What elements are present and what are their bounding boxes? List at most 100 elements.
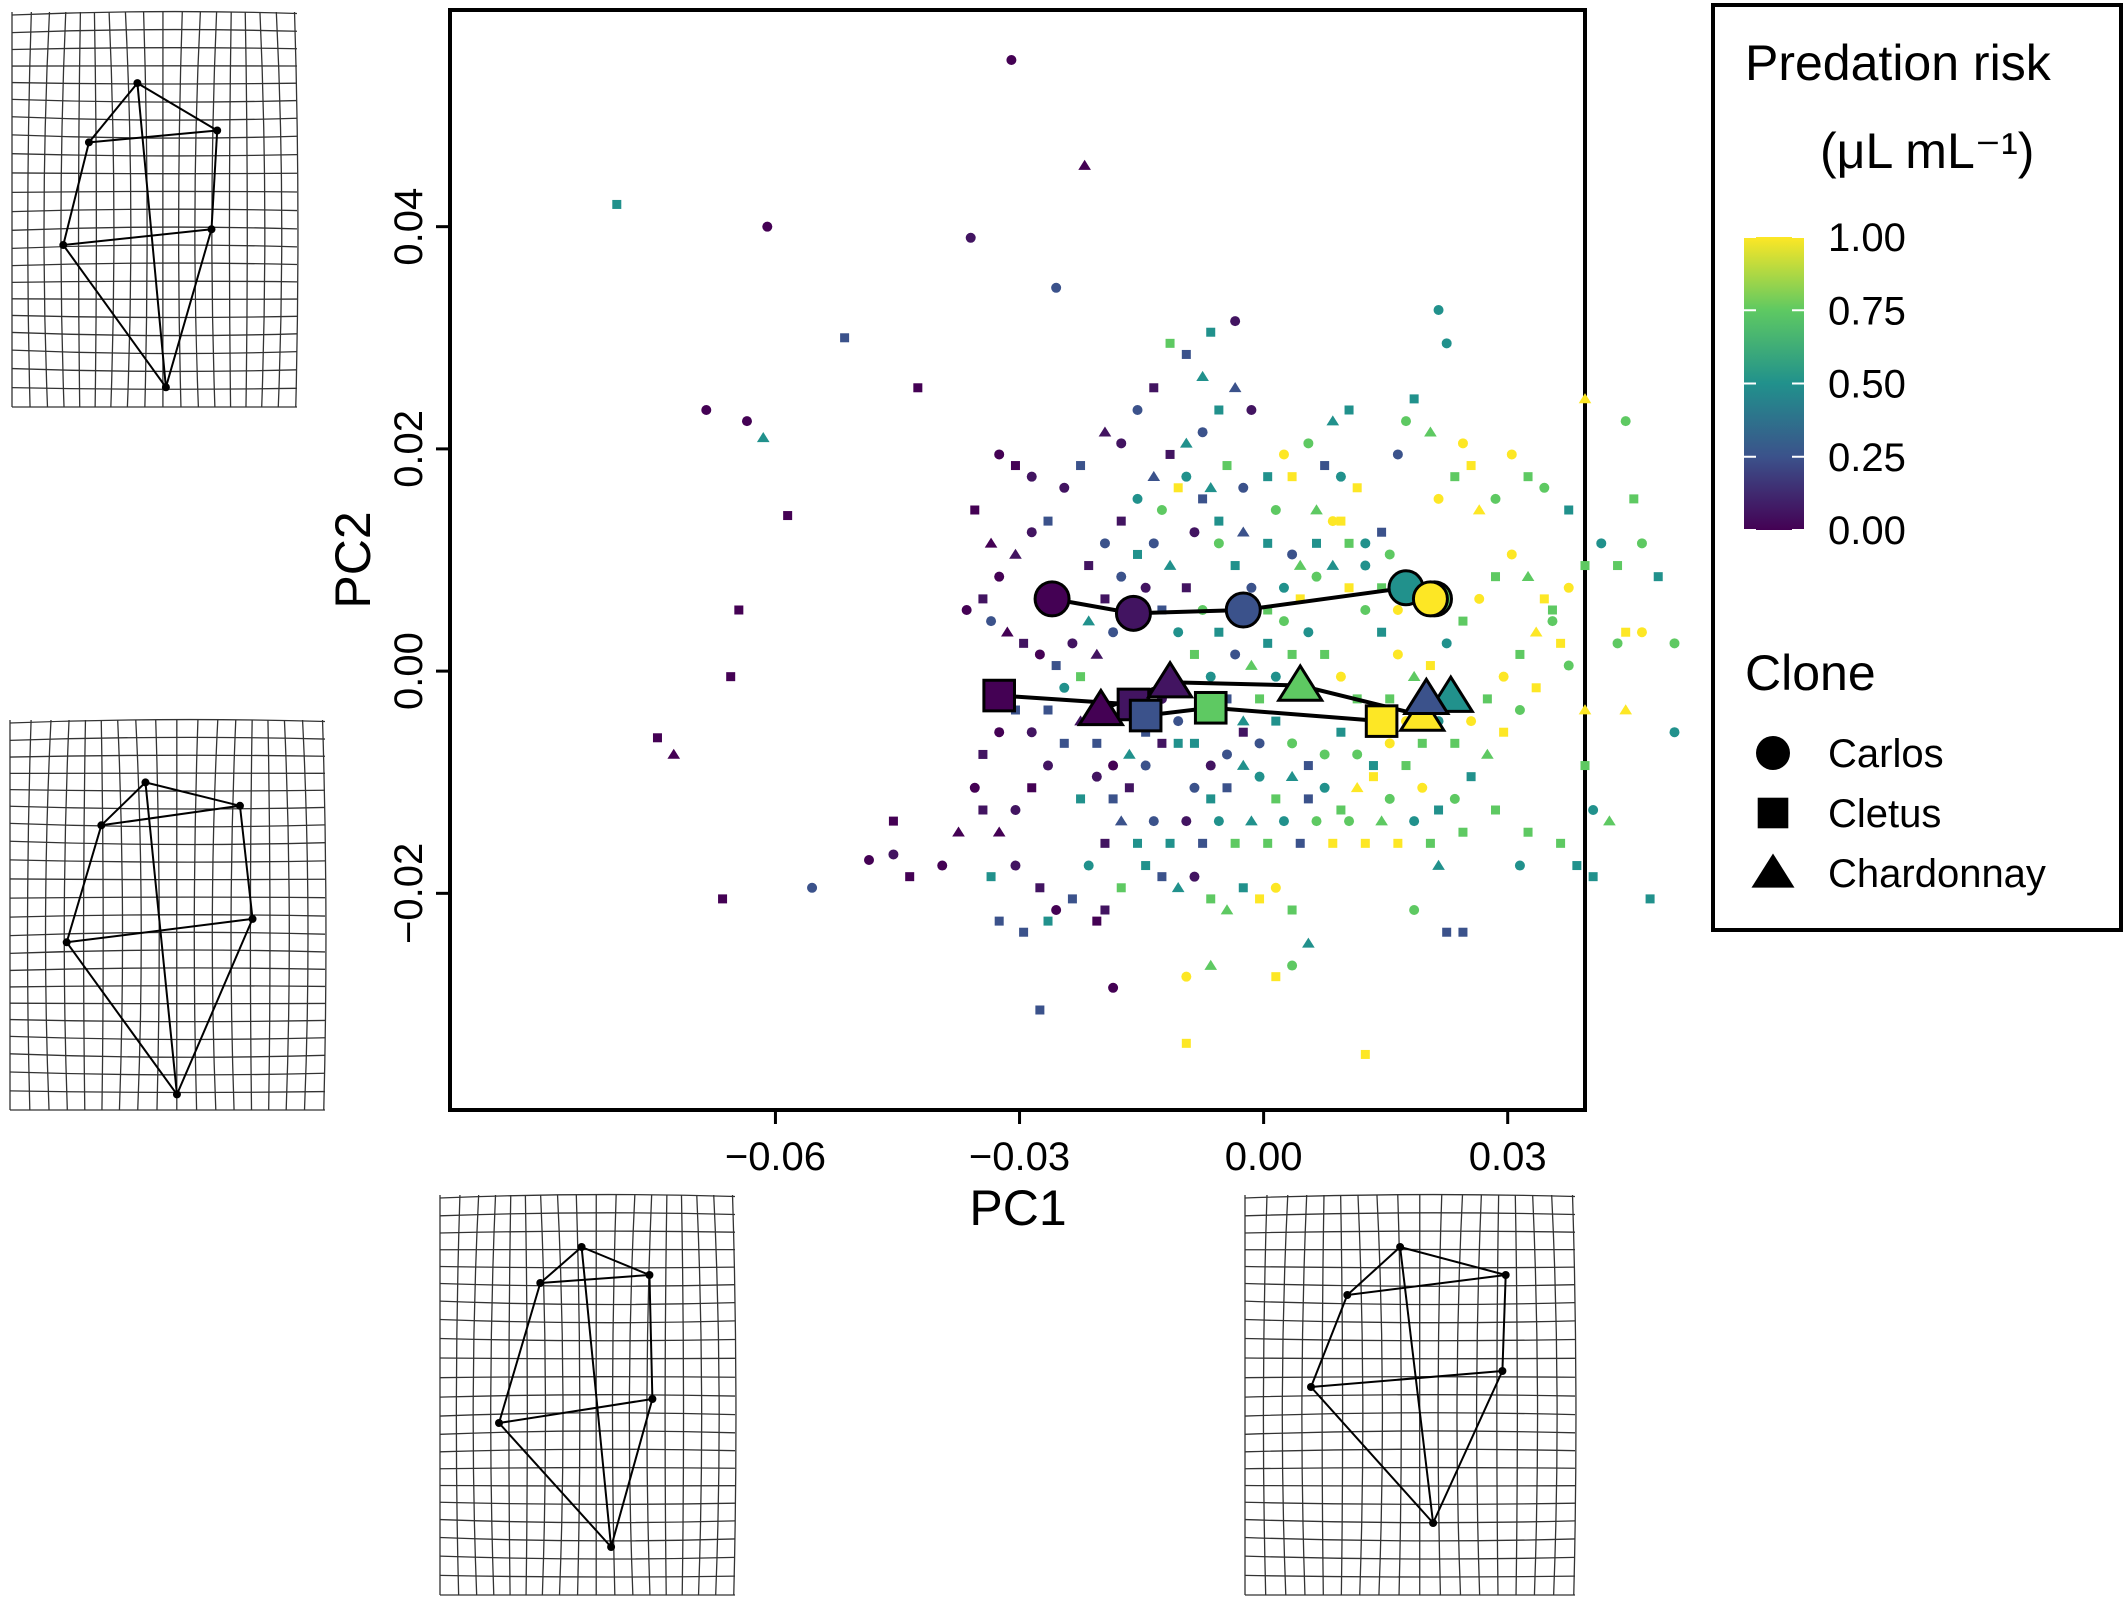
data-point	[1327, 516, 1338, 527]
data-point	[1206, 894, 1216, 904]
data-point	[1043, 516, 1053, 526]
data-point	[1043, 760, 1054, 771]
data-point	[1026, 727, 1037, 738]
data-point	[1523, 472, 1533, 482]
data-point	[1236, 759, 1250, 770]
landmark-point	[141, 778, 150, 787]
grid-line	[1244, 1193, 1576, 1199]
mean-point-cletus	[1193, 690, 1228, 725]
data-point	[994, 571, 1005, 582]
data-point	[1539, 594, 1549, 604]
data-point	[1588, 872, 1598, 882]
landmark-link	[136, 82, 218, 132]
grid-line	[439, 1265, 736, 1269]
data-point	[1521, 570, 1535, 581]
data-point	[1090, 648, 1104, 659]
grid-line	[11, 28, 298, 34]
grid-line	[713, 1194, 720, 1596]
landmark-point	[607, 1543, 616, 1551]
data-point	[1246, 582, 1257, 593]
data-point	[1189, 738, 1199, 748]
data-point	[1263, 638, 1273, 648]
data-point	[1254, 771, 1265, 782]
data-point	[1392, 649, 1403, 660]
landmark-point	[577, 1243, 586, 1251]
data-point	[1375, 815, 1388, 826]
landmark-point	[645, 1271, 654, 1279]
data-point	[1116, 438, 1127, 449]
grid-line	[9, 754, 326, 758]
landmark-link	[610, 1398, 654, 1548]
grid-line	[11, 244, 298, 249]
data-point	[1303, 438, 1314, 449]
grid-line	[1244, 1212, 1576, 1217]
grid-line	[9, 789, 326, 792]
data-point	[1236, 526, 1250, 537]
data-point	[1377, 583, 1387, 593]
data-point	[1287, 649, 1297, 659]
data-point	[978, 805, 988, 815]
grid-line	[1244, 1430, 1576, 1435]
data-point	[1206, 794, 1216, 804]
data-point	[807, 882, 818, 893]
x-tick-label: −0.06	[725, 1135, 826, 1179]
data-point	[1132, 493, 1143, 504]
data-point	[1441, 338, 1452, 349]
data-point	[1019, 927, 1029, 937]
grid-line	[11, 153, 298, 157]
data-point	[1409, 816, 1420, 827]
grid-line	[9, 736, 326, 742]
data-point	[1401, 761, 1411, 771]
grid-line	[439, 1212, 736, 1217]
data-point	[1563, 582, 1574, 593]
data-point	[994, 449, 1005, 460]
data-point	[1588, 805, 1599, 815]
grid-line	[439, 1230, 736, 1234]
grid-line	[9, 859, 326, 863]
data-point	[1474, 593, 1485, 604]
colorbar-tick-label: 0.00	[1828, 509, 1906, 553]
data-point	[741, 416, 752, 427]
data-point	[1205, 760, 1216, 771]
landmark-link	[210, 130, 219, 230]
data-point	[1458, 927, 1468, 937]
grid-line	[1244, 1555, 1576, 1560]
data-point	[840, 333, 850, 343]
data-point	[1035, 883, 1045, 893]
mean-point-chardonnay	[1276, 663, 1325, 702]
data-point	[1320, 461, 1330, 471]
y-tick-label: 0.02	[387, 410, 431, 488]
data-point	[1181, 971, 1192, 982]
data-point	[1490, 493, 1501, 504]
data-point	[1303, 761, 1313, 771]
landmark-link	[1347, 1274, 1506, 1296]
grid-line	[1244, 1412, 1576, 1417]
grid-line	[301, 719, 309, 1111]
data-point	[1401, 416, 1412, 427]
data-point	[1098, 426, 1112, 437]
data-point	[1270, 671, 1281, 682]
data-point	[1572, 861, 1582, 871]
grid-line	[1244, 1574, 1576, 1578]
data-point	[1384, 738, 1395, 749]
data-point	[1368, 761, 1378, 771]
legend-key-chardonnay	[1751, 853, 1795, 888]
data-point	[1393, 838, 1403, 848]
data-point	[1043, 916, 1053, 926]
data-point	[1173, 627, 1184, 638]
grid-line	[439, 1282, 736, 1287]
data-point	[1213, 538, 1224, 549]
grid-line	[1301, 1194, 1308, 1596]
data-point	[1653, 572, 1663, 582]
data-point	[1360, 1049, 1370, 1059]
data-point	[1059, 682, 1070, 693]
data-point	[1482, 694, 1492, 704]
data-point	[1392, 605, 1403, 615]
data-point	[984, 537, 998, 548]
data-point	[1409, 394, 1419, 404]
grid-line	[439, 1337, 736, 1342]
data-point	[1295, 594, 1305, 604]
data-point	[1228, 382, 1242, 393]
data-point	[1636, 627, 1647, 638]
grid-line	[9, 1053, 326, 1058]
